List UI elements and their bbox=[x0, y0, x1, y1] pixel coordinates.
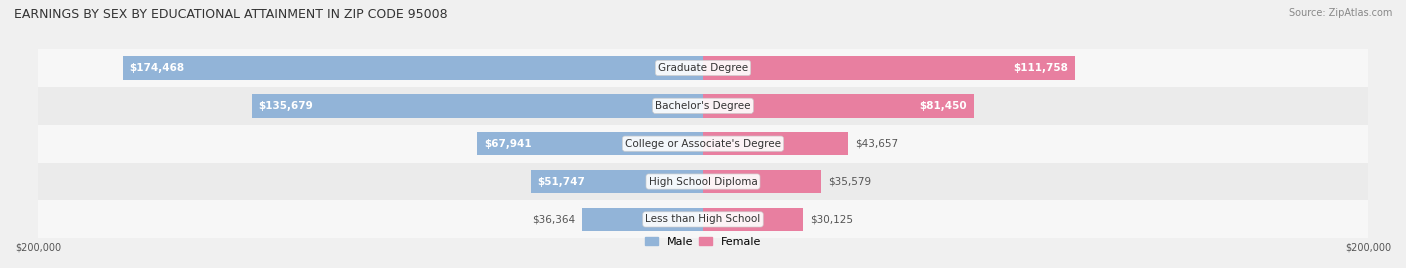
Text: College or Associate's Degree: College or Associate's Degree bbox=[626, 139, 780, 149]
Text: $174,468: $174,468 bbox=[129, 63, 184, 73]
Text: High School Diploma: High School Diploma bbox=[648, 177, 758, 187]
Text: Bachelor's Degree: Bachelor's Degree bbox=[655, 101, 751, 111]
Bar bbox=[38, 200, 1368, 238]
Text: $43,657: $43,657 bbox=[855, 139, 898, 149]
Bar bbox=[477, 132, 703, 155]
Text: $30,125: $30,125 bbox=[810, 214, 853, 224]
Bar bbox=[38, 163, 1368, 200]
Bar bbox=[703, 94, 974, 118]
Bar bbox=[703, 208, 803, 231]
Bar bbox=[38, 125, 1368, 163]
Bar bbox=[252, 94, 703, 118]
Text: Source: ZipAtlas.com: Source: ZipAtlas.com bbox=[1288, 8, 1392, 18]
Bar bbox=[122, 56, 703, 80]
Bar bbox=[703, 132, 848, 155]
Bar bbox=[582, 208, 703, 231]
Text: $51,747: $51,747 bbox=[537, 177, 585, 187]
Text: $35,579: $35,579 bbox=[828, 177, 872, 187]
Bar bbox=[531, 170, 703, 193]
Text: $81,450: $81,450 bbox=[920, 101, 967, 111]
Legend: Male, Female: Male, Female bbox=[641, 233, 765, 250]
Text: EARNINGS BY SEX BY EDUCATIONAL ATTAINMENT IN ZIP CODE 95008: EARNINGS BY SEX BY EDUCATIONAL ATTAINMEN… bbox=[14, 8, 447, 21]
Bar bbox=[703, 170, 821, 193]
Text: $135,679: $135,679 bbox=[259, 101, 314, 111]
Text: $67,941: $67,941 bbox=[484, 139, 531, 149]
Text: Less than High School: Less than High School bbox=[645, 214, 761, 224]
Text: $36,364: $36,364 bbox=[533, 214, 575, 224]
Text: $111,758: $111,758 bbox=[1014, 63, 1069, 73]
Bar bbox=[38, 87, 1368, 125]
Bar bbox=[38, 49, 1368, 87]
Text: Graduate Degree: Graduate Degree bbox=[658, 63, 748, 73]
Bar bbox=[703, 56, 1074, 80]
